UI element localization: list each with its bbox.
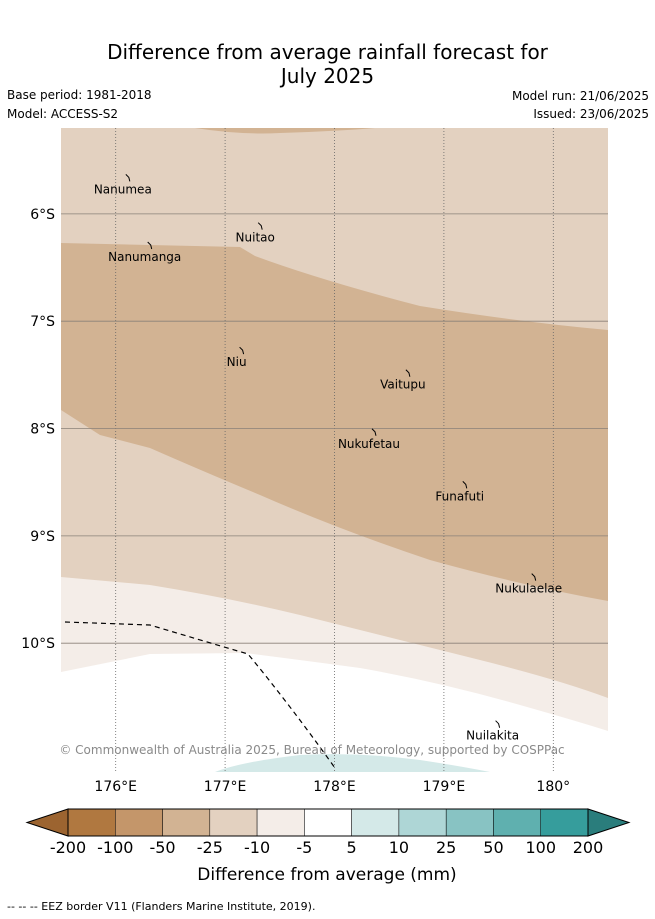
colorbar-tick: -10 <box>244 838 270 857</box>
island-label: Niu <box>227 355 247 369</box>
lat-label: 9°S <box>30 529 55 545</box>
axis-labels: 176°E 177°E 178°E 179°E 180° 6°S 7°S 8°S 9°S 10°S <box>21 207 570 795</box>
island-outline <box>462 480 468 489</box>
island-outline <box>405 369 411 377</box>
chart-title: Difference from average rainfall forecas… <box>0 40 655 88</box>
colorbar-segment <box>540 808 589 837</box>
colorbar-tick: 5 <box>347 838 357 857</box>
island-outline <box>257 222 263 230</box>
lon-label: 180° <box>536 779 570 795</box>
colorbar-segment <box>398 808 447 837</box>
colorbar-tick: -50 <box>149 838 175 857</box>
colorbar-tick: -200 <box>50 838 86 857</box>
colorbar: -200 -100 -50 -25 -10 -5 5 10 25 50 100 200 <box>25 808 631 857</box>
island-label: Funafuti <box>435 489 484 503</box>
lat-label: 7°S <box>30 314 55 330</box>
issued-date: Issued: 23/06/2025 <box>533 107 649 121</box>
copyright-notice: © Commonwealth of Australia 2025, Bureau… <box>59 743 564 757</box>
colorbar-segment <box>115 808 163 837</box>
island-label: Nanumanga <box>108 250 181 264</box>
lon-label: 177°E <box>204 779 247 795</box>
colorbar-segment <box>493 808 541 837</box>
island-outline <box>371 428 377 436</box>
island-label: Nanumea <box>94 182 152 196</box>
islands: Nanumea Nuitao Nanumanga Niu Vaitupu Nukufeta… <box>94 174 562 743</box>
island-outline <box>495 720 501 728</box>
colorbar-extend-high <box>587 808 631 837</box>
island-label: Nuitao <box>236 231 275 245</box>
title-line-2: July 2025 <box>280 64 375 88</box>
colorbar-tick: 100 <box>525 838 556 857</box>
colorbar-label: Difference from average (mm) <box>197 865 456 885</box>
island-outline <box>125 174 131 182</box>
island-label: Nuilakita <box>466 729 519 743</box>
base-period: Base period: 1981-2018 <box>7 88 152 102</box>
eez-border <box>64 621 336 769</box>
island-outline <box>531 573 537 581</box>
lon-label: 179°E <box>423 779 466 795</box>
colorbar-segment <box>67 808 116 837</box>
colorbar-tick: -100 <box>97 838 133 857</box>
map-area: Nanumea Nuitao Nanumanga Niu Vaitupu Nukufeta… <box>59 128 608 772</box>
island-label: Nukufetau <box>338 437 400 451</box>
model-name: Model: ACCESS-S2 <box>7 107 119 121</box>
gridlines <box>61 128 608 772</box>
colorbar-tick: -25 <box>197 838 223 857</box>
island-outline <box>239 346 245 355</box>
colorbar-extend-low <box>25 808 69 837</box>
colorbar-tick: 10 <box>389 838 409 857</box>
band-plus5-to-plus10 <box>215 754 490 772</box>
eez-legend-note: -- -- -- EEZ border V11 (Flanders Marine… <box>7 900 316 913</box>
colorbar-tick: 25 <box>436 838 456 857</box>
model-run: Model run: 21/06/2025 <box>511 89 649 103</box>
lon-label: 178°E <box>313 779 356 795</box>
colorbar-segment <box>304 808 352 837</box>
colorbar-tick: -5 <box>296 838 312 857</box>
lat-label: 10°S <box>21 636 55 652</box>
colorbar-tick: 50 <box>483 838 503 857</box>
colorbar-segment <box>162 808 211 837</box>
colorbar-tick: 200 <box>573 838 604 857</box>
band-near-average <box>61 653 608 772</box>
colorbar-segment <box>209 808 258 837</box>
lat-label: 6°S <box>30 207 55 223</box>
colorbar-segment <box>351 808 400 837</box>
colorbar-segment <box>256 808 305 837</box>
colorbar-segment <box>445 808 494 837</box>
island-outline <box>147 241 153 250</box>
title-line-1: Difference from average rainfall forecas… <box>107 40 548 64</box>
island-label: Nukulaelae <box>495 582 562 596</box>
band-top-minus25 <box>195 128 375 134</box>
colorbar-frame <box>67 808 589 837</box>
lon-label: 176°E <box>94 779 137 795</box>
island-label: Vaitupu <box>380 378 426 392</box>
lat-label: 8°S <box>30 422 55 438</box>
